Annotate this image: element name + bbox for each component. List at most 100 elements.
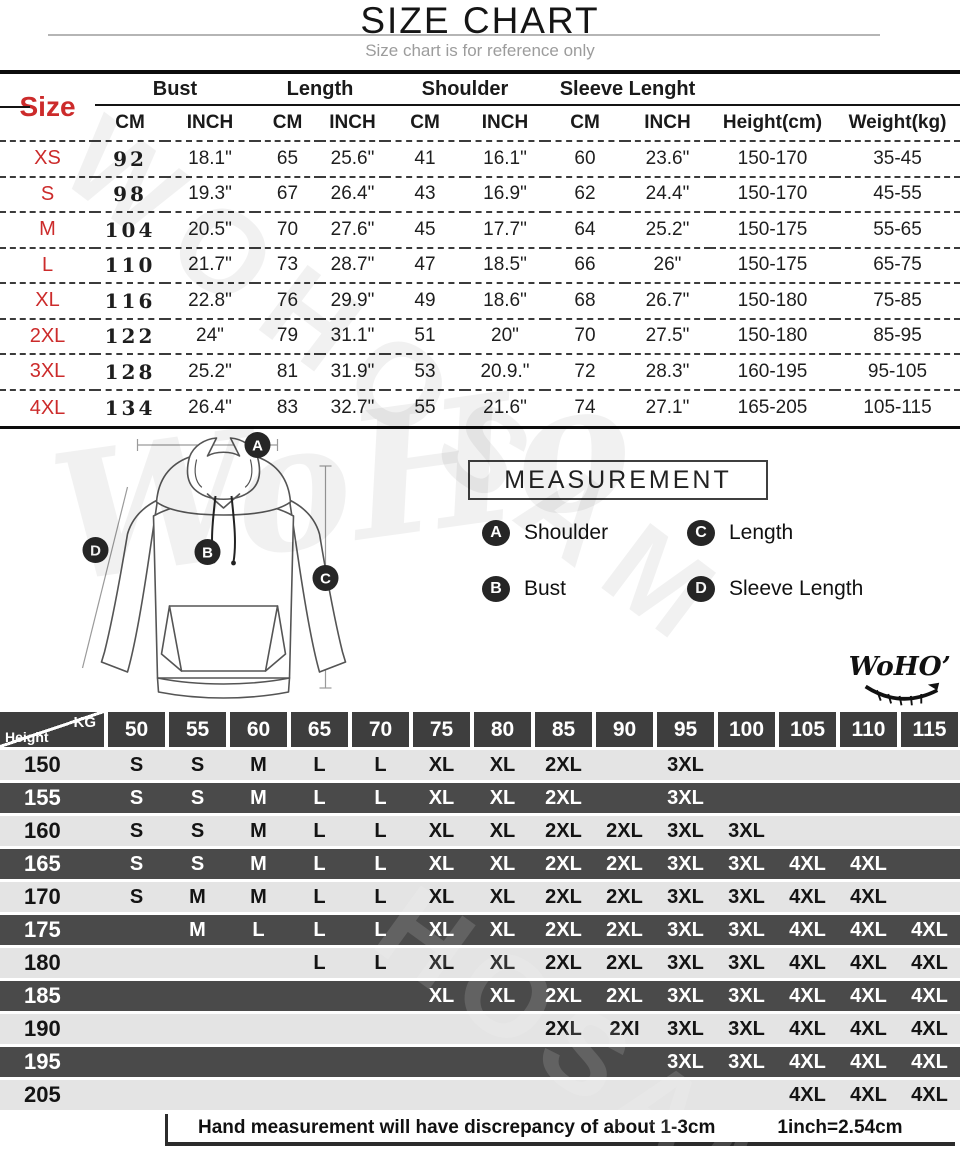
matrix-cell: 4XL [838,915,899,948]
size-table-cell: 83 [276,397,299,419]
size-table-cell: 23.6" [625,142,710,178]
size-table-cell: 73 [255,249,320,284]
size-row-label: L [0,249,95,284]
matrix-cell: 4XL [899,1014,960,1047]
badge-c-icon [312,565,339,591]
matrix-cell: L [350,849,411,882]
size-table-cell: 72 [545,355,625,391]
matrix-cell: 3XL [655,981,716,1014]
size-table-cell: 68 [545,284,625,320]
matrix-cell: 4XL [777,948,838,981]
matrix-cell [167,948,228,981]
matrix-cell: 4XL [777,981,838,1014]
matrix-cell [899,750,960,783]
size-table-cell: 134 [104,396,156,421]
size-table-cell: 105-115 [863,397,932,419]
corner-kg-label: KG [73,714,97,731]
matrix-cell [289,981,350,1014]
legend-label: Sleeve Length [729,577,864,600]
size-table-cell: 31.1" [320,320,385,355]
header-filler [710,74,835,106]
matrix-cell: L [289,783,350,816]
size-table-cell: 116 [95,284,165,320]
weight-column-header: 105 [777,712,838,750]
matrix-cell: 4XL [777,1080,838,1113]
measurement-title-box: MEASUREMENT [468,460,768,500]
matrix-cell: 2XL [533,948,594,981]
logo-smile-icon [864,684,939,701]
page-subtitle: Size chart is for reference only [365,41,595,60]
weight-column-header: 115 [899,712,960,750]
matrix-cell [655,1080,716,1113]
group-header-bust: Bust [95,74,255,106]
height-row-label: 150 [0,750,106,783]
size-table-cell: 55 [414,397,436,419]
matrix-cell: L [350,783,411,816]
matrix-cell [106,1047,167,1080]
logo-text: WoHO’ [849,651,951,682]
matrix-cell: XL [411,849,472,882]
size-table-cell: 24.4" [625,178,710,213]
matrix-cell [716,1080,777,1113]
matrix-cell [167,1014,228,1047]
measurement-legend: A Shoulder C Length B Bust D Sleeve Length [482,505,932,617]
legend-label: Length [729,521,794,544]
legend-item: C Length [687,505,932,561]
matrix-cell: M [167,882,228,915]
subheader-inch: INCH [625,106,710,142]
size-table-cell: 49 [385,284,465,320]
size-table-cell: 79 [255,320,320,355]
matrix-cell: L [289,882,350,915]
matrix-cell [777,750,838,783]
size-table-cell: 95-105 [835,355,960,391]
matrix-cell: 3XL [716,981,777,1014]
legend-badge-icon: D [687,576,715,602]
size-table-cell: 47 [385,249,465,284]
matrix-cell [899,849,960,882]
matrix-cell [899,882,960,915]
height-row-label: 165 [0,849,106,882]
badge-b-icon [194,539,221,565]
size-table-cell: 22.8" [165,284,255,320]
size-table-cell: 62 [545,178,625,213]
matrix-cell: M [228,816,289,849]
size-table-cell: 55-65 [835,213,960,249]
height-row-label: 185 [0,981,106,1014]
matrix-cell: 3XL [655,915,716,948]
matrix-cell [411,1047,472,1080]
matrix-cell: L [289,948,350,981]
matrix-cell: 2XL [594,948,655,981]
matrix-cell: S [106,816,167,849]
matrix-cell: L [350,816,411,849]
title-divider [48,34,880,36]
matrix-cell: 2XI [594,1014,655,1047]
diagram-badges: A B C D [82,432,339,591]
subheader-weight: Weight(kg) [835,106,960,142]
matrix-cell [228,1080,289,1113]
subheader-cm: CM [545,106,625,142]
size-table-cell: 19.3" [165,178,255,213]
matrix-cell: XL [411,816,472,849]
size-table-cell: 165-205 [737,397,808,419]
size-table-cell: 16.9" [465,178,545,213]
size-row-label: S [0,178,95,213]
matrix-cell [228,948,289,981]
matrix-cell: 4XL [777,1014,838,1047]
size-column-header: Size [0,74,95,142]
matrix-cell: 4XL [838,882,899,915]
size-table-cell: 18.5" [465,249,545,284]
matrix-cell: XL [472,750,533,783]
matrix-cell: 4XL [838,981,899,1014]
matrix-cell: XL [472,915,533,948]
matrix-cell: 3XL [655,882,716,915]
matrix-cell: 2XL [533,915,594,948]
size-table-cell: 45 [385,213,465,249]
height-row-label: 155 [0,783,106,816]
matrix-cell: 2XL [594,915,655,948]
size-table-cell: 150-180 [710,284,835,320]
matrix-cell: 2XL [533,1014,594,1047]
subheader-height: Height(cm) [710,106,835,142]
matrix-cell [716,783,777,816]
size-table-cell: 26.4" [320,178,385,213]
matrix-cell [106,1080,167,1113]
